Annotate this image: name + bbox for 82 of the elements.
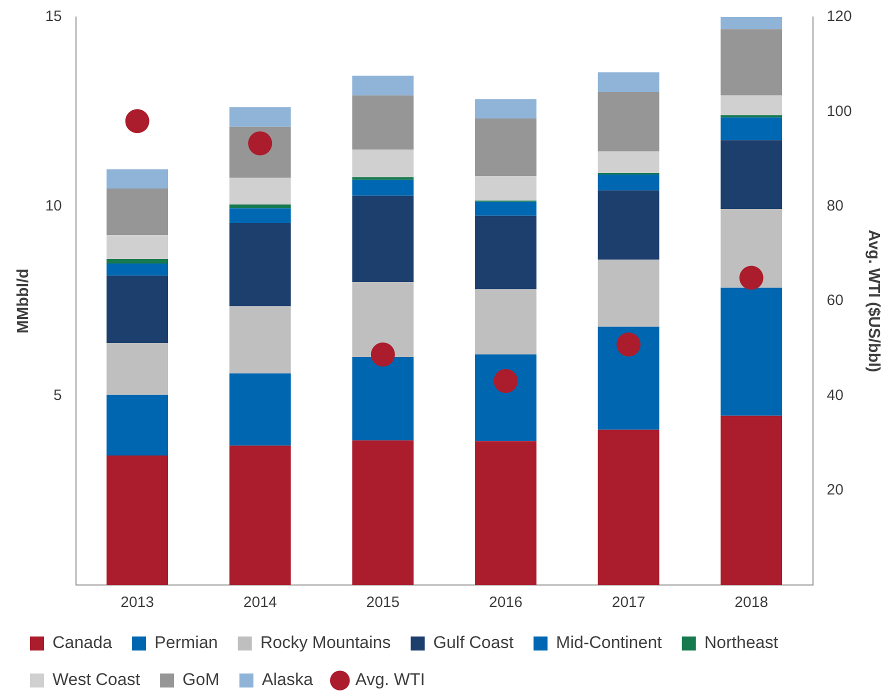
bar [475,354,536,442]
bar [229,306,291,374]
y2-tick-label: 20 [826,481,844,498]
bar [720,288,782,416]
x-tick-label: 2018 [734,594,768,612]
y2-tick-label: 80 [826,197,844,214]
bar [106,235,168,259]
bar [352,150,414,178]
bar [475,202,536,216]
x-tick-label: 2013 [120,594,154,612]
y-axis-title: MMbbl/d [15,268,32,334]
bar [475,289,536,354]
bar [352,95,414,150]
bar [475,441,536,585]
legend-label: Canada [52,633,113,652]
bar [598,430,660,585]
bar [352,180,414,196]
y2-axis-title: Avg. WTI ($US/bbl) [864,230,882,372]
bar [229,222,291,306]
x-tick-label: 2017 [612,594,646,612]
bar [598,260,660,327]
point [125,109,150,134]
legend-label: Northeast [704,633,778,652]
x-tick-label: 2014 [243,594,277,612]
legend-label: Alaska [262,670,314,690]
bar [106,188,168,236]
legend-label: Mid-Continent [556,633,662,652]
y2-tick-label: 120 [826,8,852,26]
bar [352,177,414,180]
bar [720,29,782,96]
bar [598,92,660,152]
bar [720,117,782,140]
bar [106,343,168,395]
bar [598,190,660,260]
y2-tick-label: 60 [826,292,844,310]
legend-label: GoM [182,670,220,690]
legend-label: Permian [154,633,218,652]
bar [720,416,782,585]
bar [352,440,414,585]
point [370,342,395,366]
bar [352,76,414,96]
bar [475,118,536,176]
point [494,368,518,393]
bar [352,357,414,440]
legend-label: West Coast [52,670,140,690]
bar [229,178,291,204]
bar [229,107,291,127]
bar [475,99,536,118]
bar [352,196,414,282]
point [616,332,641,357]
bar [598,174,660,190]
x-tick-label: 2015 [366,594,400,612]
y-tick-label: 5 [54,386,62,404]
bar [106,455,168,585]
legend-label: Gulf Coast [433,633,514,652]
bar [598,151,660,174]
bar [229,446,291,585]
bar [106,276,168,344]
bar [475,176,536,201]
legend-label: Avg. WTI [355,670,426,690]
bar [229,204,291,208]
bar [720,140,782,209]
y2-tick-label: 100 [826,102,852,120]
bar [720,95,782,116]
y2-tick-label: 40 [826,386,844,404]
y-tick-label: 15 [45,8,62,26]
point [739,266,764,290]
bar [598,326,660,430]
bar [229,373,291,446]
y-tick-label: 10 [45,197,62,214]
bar [106,169,168,189]
bar [598,72,660,92]
bar [106,264,168,276]
bar [106,394,168,456]
bar [352,282,414,358]
bar [720,208,782,288]
bar [106,258,168,264]
bar [475,216,536,290]
legend-label: Rocky Mountains [260,633,391,652]
bar [229,208,291,223]
x-tick-label: 2016 [489,594,522,612]
bar [720,17,782,30]
